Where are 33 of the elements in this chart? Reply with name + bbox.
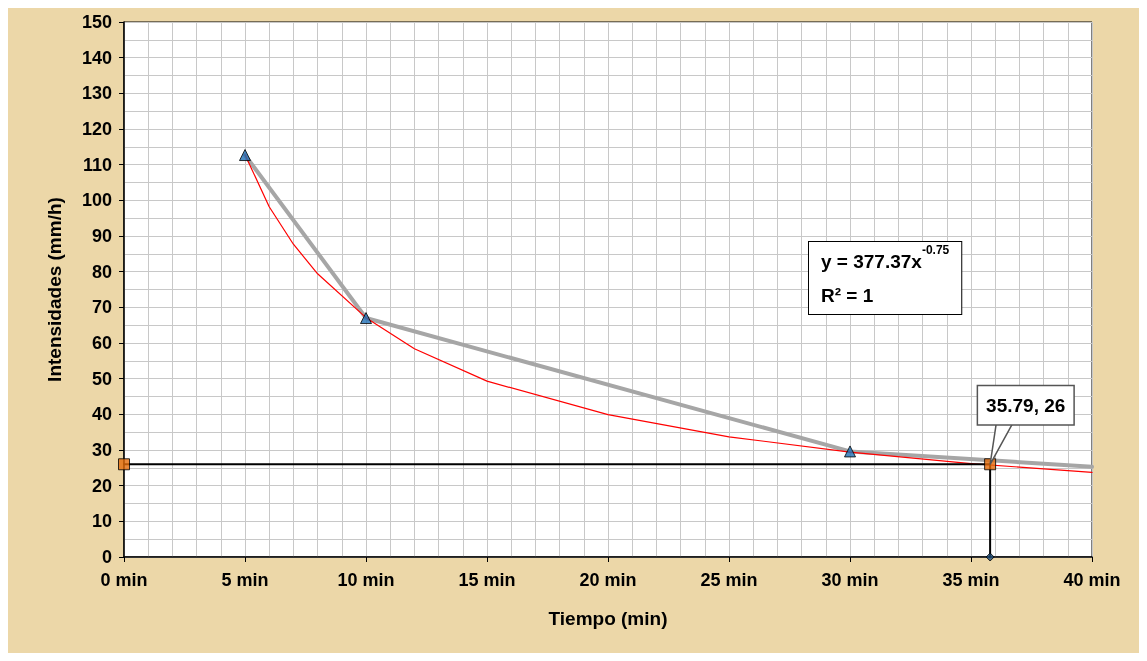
y-axis-title: Intensidades (mm/h)	[44, 197, 65, 382]
x-axis-title: Tiempo (min)	[548, 608, 668, 629]
x-tick-label: 10 min	[337, 570, 395, 590]
y-tick-label: 140	[81, 47, 112, 68]
x-tick-label: 0 min	[100, 570, 148, 590]
y-tick-label: 120	[81, 119, 112, 139]
annotation: 35.79, 26	[986, 394, 1066, 416]
point	[239, 149, 251, 162]
y-tick-label: 100	[81, 190, 112, 211]
y-tick-label: 80	[91, 261, 112, 282]
y-tick-label: 0	[101, 547, 112, 567]
x-tick-label: 15 min	[458, 570, 516, 590]
x-tick-label: 30 min	[821, 570, 879, 590]
y-tick-label: 150	[81, 12, 112, 32]
y-tick-label: 130	[81, 83, 112, 104]
point	[118, 458, 130, 471]
y-tick-label: 110	[82, 154, 112, 175]
y-tick-label: 40	[91, 404, 112, 425]
y-tick-label: 70	[91, 297, 112, 318]
y-tick-label: 30	[91, 440, 112, 460]
x-tick-label: 35 min	[942, 570, 1000, 590]
y-tick-label: 60	[91, 333, 112, 353]
y-tick-label: 20	[91, 475, 112, 496]
point	[360, 312, 372, 325]
point	[985, 552, 995, 562]
x-tick-label: 25 min	[700, 570, 758, 590]
point	[844, 445, 856, 458]
y-tick-label: 90	[91, 226, 112, 246]
x-tick-label: 40 min	[1063, 570, 1121, 590]
x-tick-label: 20 min	[579, 570, 637, 590]
y-tick-label: 10	[91, 511, 112, 532]
y-tick-label: 50	[91, 368, 112, 389]
x-tick-label: 5 min	[221, 570, 269, 590]
